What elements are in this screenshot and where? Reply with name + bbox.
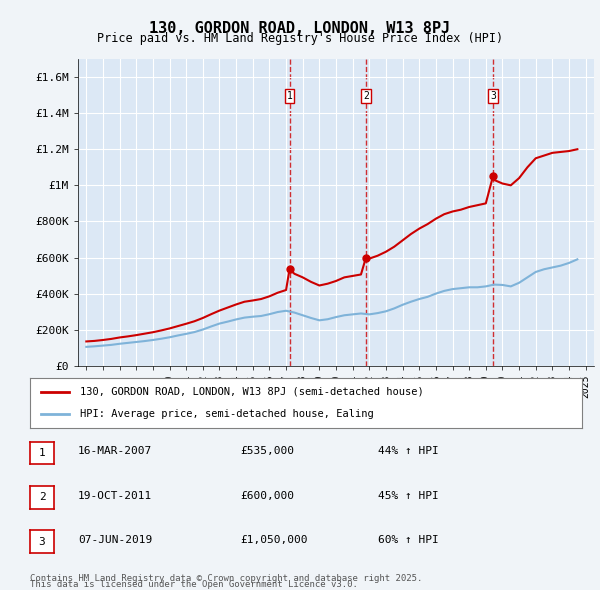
Text: 60% ↑ HPI: 60% ↑ HPI xyxy=(378,535,439,545)
Text: 130, GORDON ROAD, LONDON, W13 8PJ: 130, GORDON ROAD, LONDON, W13 8PJ xyxy=(149,21,451,35)
Text: 2: 2 xyxy=(38,493,46,502)
Text: 130, GORDON ROAD, LONDON, W13 8PJ (semi-detached house): 130, GORDON ROAD, LONDON, W13 8PJ (semi-… xyxy=(80,386,424,396)
Text: Price paid vs. HM Land Registry's House Price Index (HPI): Price paid vs. HM Land Registry's House … xyxy=(97,32,503,45)
Text: 19-OCT-2011: 19-OCT-2011 xyxy=(78,491,152,500)
Text: 07-JUN-2019: 07-JUN-2019 xyxy=(78,535,152,545)
Text: £535,000: £535,000 xyxy=(240,447,294,456)
Text: HPI: Average price, semi-detached house, Ealing: HPI: Average price, semi-detached house,… xyxy=(80,409,373,419)
Text: 44% ↑ HPI: 44% ↑ HPI xyxy=(378,447,439,456)
Text: 3: 3 xyxy=(38,537,46,546)
Text: Contains HM Land Registry data © Crown copyright and database right 2025.: Contains HM Land Registry data © Crown c… xyxy=(30,574,422,583)
Text: 16-MAR-2007: 16-MAR-2007 xyxy=(78,447,152,456)
Text: £1,050,000: £1,050,000 xyxy=(240,535,308,545)
Text: 3: 3 xyxy=(490,91,496,101)
Text: £600,000: £600,000 xyxy=(240,491,294,500)
Text: 1: 1 xyxy=(38,448,46,458)
Text: This data is licensed under the Open Government Licence v3.0.: This data is licensed under the Open Gov… xyxy=(30,580,358,589)
Text: 1: 1 xyxy=(287,91,292,101)
Text: 45% ↑ HPI: 45% ↑ HPI xyxy=(378,491,439,500)
Text: 2: 2 xyxy=(363,91,369,101)
